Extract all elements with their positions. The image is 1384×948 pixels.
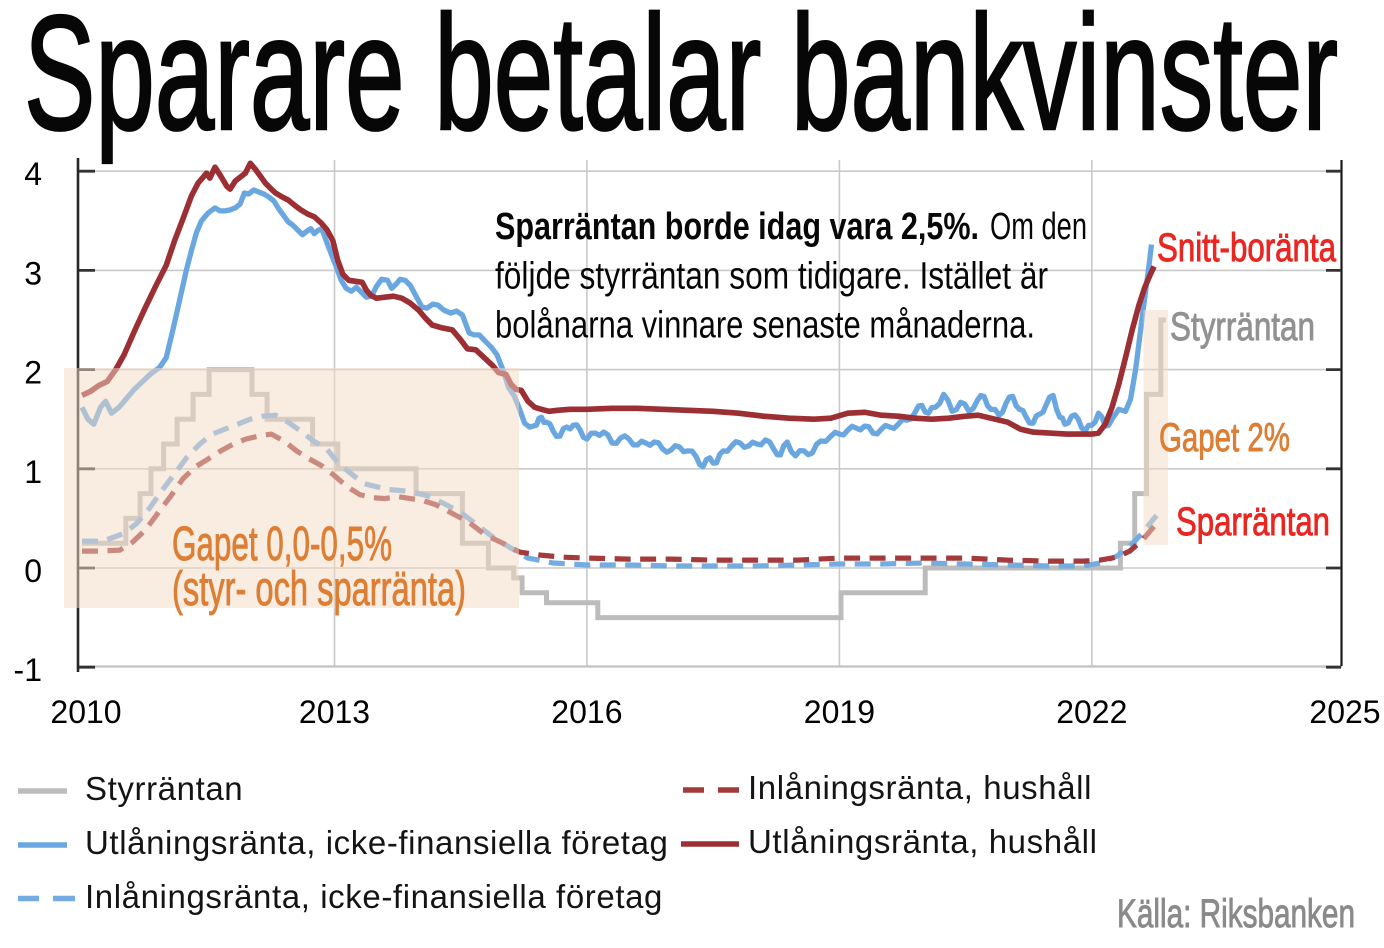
svg-text:2010: 2010 bbox=[50, 694, 121, 730]
svg-text:3: 3 bbox=[24, 255, 42, 291]
svg-text:2: 2 bbox=[24, 355, 42, 391]
svg-text:Sparräntan borde idag vara 2,5: Sparräntan borde idag vara 2,5%. bbox=[495, 206, 979, 248]
svg-text:0: 0 bbox=[24, 553, 42, 589]
svg-text:2016: 2016 bbox=[551, 694, 622, 730]
svg-text:Om den: Om den bbox=[990, 206, 1087, 248]
svg-text:Inlåningsränta, hushåll: Inlåningsränta, hushåll bbox=[748, 769, 1092, 806]
svg-text:bolånarna vinnare senaste måna: bolånarna vinnare senaste månaderna. bbox=[495, 305, 1035, 347]
svg-text:Gapet 0,0-0,5%: Gapet 0,0-0,5% bbox=[172, 518, 392, 571]
svg-text:4: 4 bbox=[24, 156, 42, 192]
svg-text:2025: 2025 bbox=[1309, 694, 1380, 730]
svg-text:Styrräntan: Styrräntan bbox=[1170, 305, 1315, 349]
svg-text:Utlåningsränta, hushåll: Utlåningsränta, hushåll bbox=[748, 823, 1098, 860]
svg-text:Utlåningsränta, icke-finansiel: Utlåningsränta, icke-finansiella företag bbox=[85, 824, 668, 861]
svg-text:2013: 2013 bbox=[299, 694, 370, 730]
svg-text:Styrräntan: Styrräntan bbox=[85, 770, 243, 807]
svg-text:(styr- och sparränta): (styr- och sparränta) bbox=[172, 563, 466, 616]
svg-text:2022: 2022 bbox=[1056, 694, 1127, 730]
svg-text:1: 1 bbox=[24, 454, 42, 490]
svg-text:Gapet 2%: Gapet 2% bbox=[1159, 416, 1290, 460]
svg-text:Källa: Riksbanken: Källa: Riksbanken bbox=[1117, 892, 1355, 936]
svg-text:2019: 2019 bbox=[804, 694, 875, 730]
svg-text:Snitt-boränta: Snitt-boränta bbox=[1157, 226, 1337, 270]
svg-text:Sparare betalar bankvinster: Sparare betalar bankvinster bbox=[24, 0, 1338, 164]
svg-text:Sparräntan: Sparräntan bbox=[1176, 500, 1330, 544]
svg-text:-1: -1 bbox=[14, 652, 42, 688]
svg-text:Inlåningsränta, icke-finansiel: Inlåningsränta, icke-finansiella företag bbox=[85, 878, 663, 915]
svg-text:följde styrräntan som tidigare: följde styrräntan som tidigare. Istället… bbox=[495, 256, 1048, 298]
